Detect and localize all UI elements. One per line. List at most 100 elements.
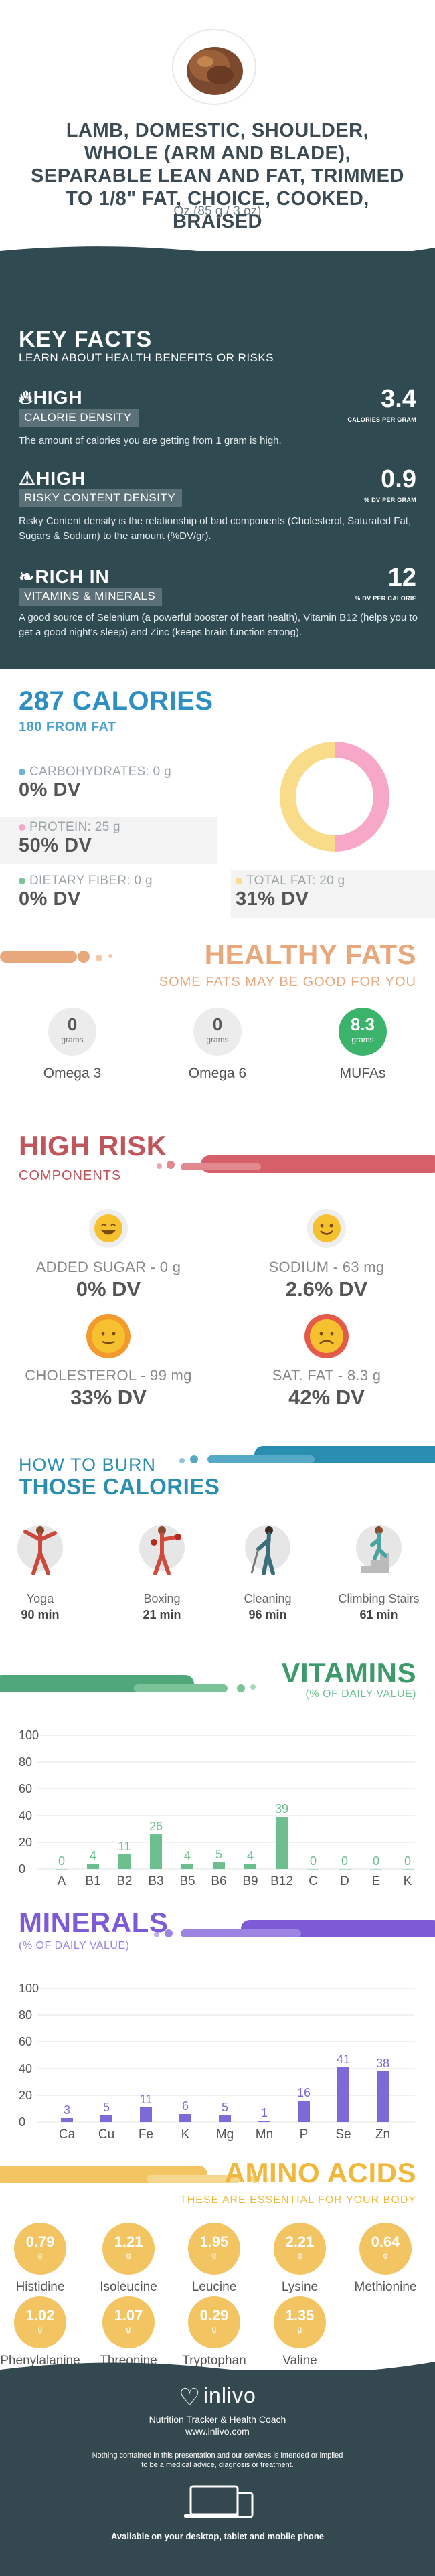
y-tick-label: 20 [19, 1836, 32, 1849]
burn-stripe-decoration [179, 1446, 435, 1463]
bar [258, 2121, 270, 2122]
x-tick-label: Ca [59, 2127, 76, 2142]
fiber-label: DIETARY FIBER: 0 g [29, 874, 153, 888]
fat-name: MUFAs [339, 1066, 386, 1081]
risk-label: SODIUM - 63 mg [268, 1259, 385, 1275]
risk-label: ADDED SUGAR - 0 g [35, 1259, 181, 1275]
bar-value-label: 3 [64, 2103, 70, 2117]
fact-tag: RISKY CONTENT DENSITY [19, 489, 183, 507]
risk-dv: 42% DV [288, 1386, 365, 1409]
fat-label: TOTAL FAT: 20 g [246, 874, 345, 888]
fat-name: Omega 3 [43, 1066, 102, 1081]
high-risk-title: HIGH RISK [19, 1130, 167, 1161]
calories-donut [280, 742, 389, 852]
amino-badge: 0.79 g [14, 2223, 66, 2275]
brand-url[interactable]: www.inlivo.com [185, 2426, 250, 2437]
burn-title-line1: HOW TO BURN [19, 1455, 157, 1475]
bar [377, 2071, 389, 2122]
key-facts-section [0, 251, 435, 669]
fact-unit: % DV PER CALORIE [355, 595, 416, 602]
minerals-stripe-decoration [154, 1920, 435, 1937]
amino-value: 1.21 [114, 2233, 143, 2250]
x-tick-label: Zn [375, 2127, 390, 2142]
neutral-face-icon [86, 1314, 130, 1358]
amino-value: 2.21 [285, 2233, 315, 2250]
food-title: LAMB, DOMESTIC, SHOULDER, WHOLE (ARM AND… [31, 120, 404, 232]
bar [181, 1864, 193, 1869]
fact-tag: CALORIE DENSITY [19, 409, 139, 427]
x-tick-label: B6 [211, 1874, 226, 1888]
fat-unit: grams [351, 1035, 374, 1044]
omega3-badge: 0 grams [48, 1008, 96, 1056]
bar [276, 1817, 288, 1869]
amino-unit: g [126, 2324, 131, 2334]
amino-badge: 2.21 g [274, 2223, 326, 2275]
risk-dv: 0% DV [76, 1277, 141, 1301]
disclaimer-line1: Nothing contained in this presentation a… [92, 2451, 343, 2460]
omega6-badge: 0 grams [193, 1008, 242, 1056]
bar-value-label: 38 [376, 2057, 389, 2070]
footer: ♡ inlivo Nutrition Tracker & Health Coac… [0, 2370, 435, 2576]
warning-icon: ⚠ [19, 468, 37, 489]
bar-value-label: 0 [404, 1854, 411, 1868]
bar [402, 1869, 414, 1870]
devices-icon [184, 2485, 254, 2518]
bar [307, 1869, 319, 1870]
x-tick-label: D [340, 1874, 349, 1888]
vitamins-chart: 0 20 40 60 80 100 0 A 4 B1 11 B2 26 B3 4 B5 5 B6 4 B9 39 B12 0… [19, 1728, 415, 1888]
activity-name: Cleaning [244, 1592, 292, 1605]
fact-tag: VITAMINS & MINERALS [19, 588, 163, 606]
risk-dv: 2.6% DV [285, 1277, 368, 1301]
amino-badge: 0.64 g [359, 2223, 412, 2275]
amino-name: Leucine [191, 2280, 237, 2294]
y-tick-label: 40 [19, 2062, 32, 2075]
protein-label: PROTEIN: 25 g [29, 820, 120, 834]
brand-tagline: Nutrition Tracker & Health Coach [149, 2414, 286, 2425]
x-tick-label: A [58, 1874, 66, 1888]
activity-minutes: 61 min [359, 1608, 398, 1621]
risk-label: CHOLESTEROL - 99 mg [25, 1367, 192, 1384]
amino-value: 1.35 [285, 2307, 315, 2324]
donut-slice-fat [280, 742, 335, 852]
bar-value-label: 26 [149, 1820, 163, 1833]
bar [87, 1864, 99, 1869]
fact-value: 0.9 [381, 465, 416, 493]
fact-unit: % DV PER GRAM [364, 497, 416, 503]
bar [298, 2101, 310, 2122]
minerals-chart: 0 20 40 60 80 100 3 Ca 5 Cu 11 Fe 6 K 5 Mg 1 Mn 16 P 41 Se 38 Z… [19, 1982, 415, 2142]
healthy-fats-subtitle: SOME FATS MAY BE GOOD FOR YOU [159, 975, 416, 989]
x-tick-label: B1 [85, 1874, 100, 1888]
amino-unit: g [297, 2324, 302, 2334]
fact-value: 3.4 [381, 385, 416, 413]
food-image [172, 29, 256, 105]
protein-block: PROTEIN: 25 g 50% DV [19, 820, 120, 857]
bar-value-label: 4 [90, 1849, 96, 1862]
healthy-fats-title: HEALTHY FATS [204, 939, 416, 970]
bar [179, 2114, 191, 2122]
amino-value: 0.64 [371, 2233, 400, 2250]
cleaning-icon [245, 1525, 290, 1575]
amino-badge: 1.35 g [274, 2296, 326, 2348]
fact-value: 12 [387, 564, 416, 592]
bar-value-label: 0 [58, 1854, 65, 1868]
key-facts-subtitle: LEARN ABOUT HEALTH BENEFITS OR RISKS [19, 351, 274, 364]
y-tick-label: 0 [19, 2115, 25, 2129]
x-tick-label: Fe [139, 2127, 153, 2142]
activity-minutes: 96 min [248, 1608, 287, 1621]
bar [337, 2067, 349, 2122]
y-tick-label: 20 [19, 2089, 32, 2102]
y-tick-label: 100 [19, 1982, 39, 1995]
carbs-dv: 0% DV [19, 779, 81, 801]
bar-value-label: 39 [275, 1802, 288, 1816]
bar [56, 1869, 68, 1870]
bar-value-label: 0 [310, 1854, 317, 1868]
x-tick-label: B5 [179, 1874, 195, 1888]
serving-size: Oz (85 g / 3 oz) [173, 204, 262, 218]
fat-value: 0 [212, 1014, 223, 1034]
risk-label: SAT. FAT - 8.3 g [272, 1367, 381, 1384]
amino-badge: 1.02 g [14, 2296, 66, 2348]
burn-title-line2: THOSE CALORIES [19, 1474, 220, 1499]
calories-title: 287 CALORIES [19, 686, 213, 716]
amino-title: AMINO ACIDS [224, 2157, 416, 2188]
x-tick-label: Se [335, 2127, 351, 2142]
